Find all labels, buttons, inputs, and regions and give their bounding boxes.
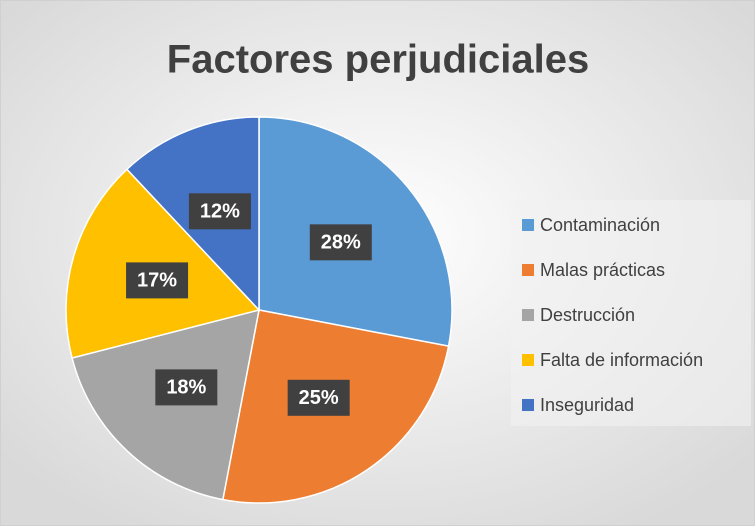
legend-swatch <box>522 399 534 411</box>
data-label-box <box>287 379 350 416</box>
data-label-box <box>155 369 218 406</box>
data-label: 18% <box>166 377 206 399</box>
data-label: 28% <box>321 232 361 254</box>
data-label: 25% <box>299 387 339 409</box>
legend-label: Destrucción <box>540 305 635 325</box>
data-label-box <box>309 224 372 261</box>
legend-swatch <box>522 354 534 366</box>
data-label: 17% <box>137 270 177 292</box>
legend-swatch <box>522 309 534 321</box>
legend-label: Falta de información <box>540 350 703 370</box>
legend-label: Malas prácticas <box>540 260 665 280</box>
legend-swatch <box>522 219 534 231</box>
data-label-box <box>188 193 251 230</box>
legend-box <box>511 200 751 426</box>
legend-label: Contaminación <box>540 215 660 235</box>
chart-title: Factores perjudiciales <box>167 38 589 82</box>
legend-swatch <box>522 264 534 276</box>
data-label: 12% <box>200 201 240 223</box>
data-label-box <box>126 262 189 299</box>
legend-label: Inseguridad <box>540 395 634 415</box>
